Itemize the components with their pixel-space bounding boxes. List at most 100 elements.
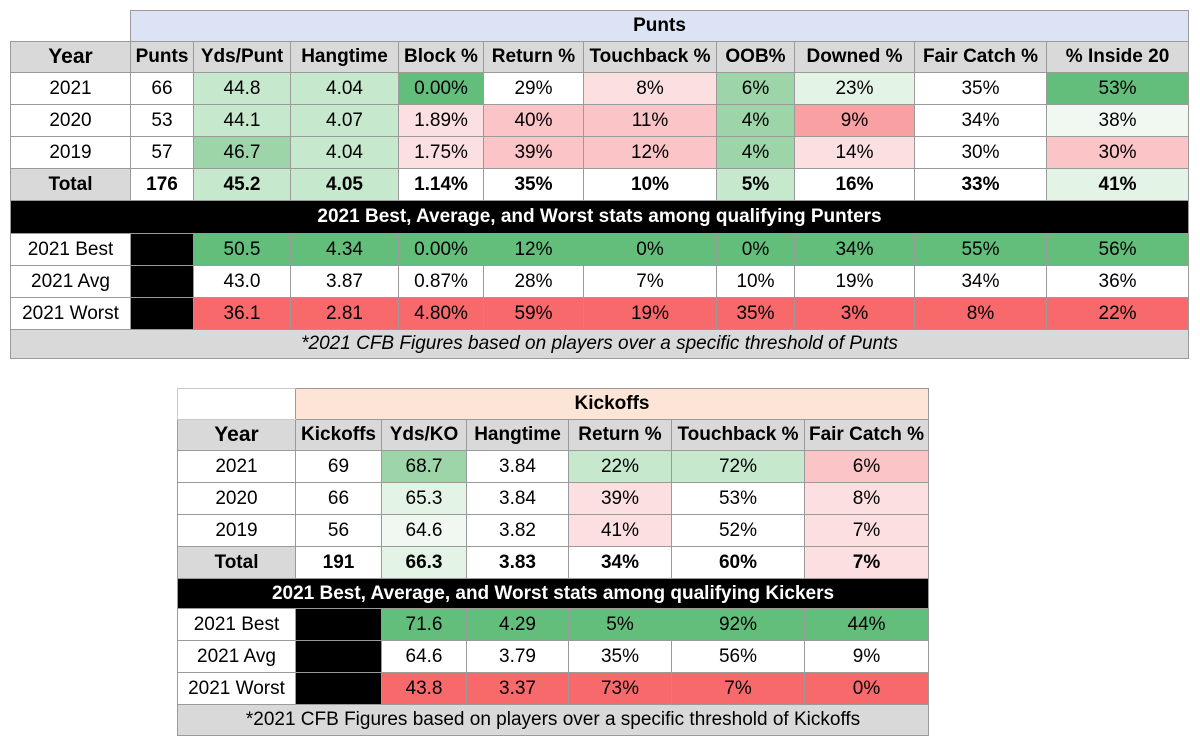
yds-cell: 68.7	[381, 450, 467, 483]
total-row: Total 176 45.2 4.05 1.14% 35% 10% 5% 16%…	[10, 168, 1190, 201]
touchback-cell: 10%	[583, 168, 717, 201]
kickoffs-corner-blank	[177, 388, 296, 420]
hangtime-cell: 4.29	[466, 608, 569, 641]
return-cell: 39%	[568, 482, 672, 515]
year-cell: 2019	[10, 136, 131, 169]
header-fair-catch-pct: Fair Catch %	[914, 41, 1047, 73]
blank-cell	[295, 640, 382, 673]
yds-cell: 66.3	[381, 546, 467, 579]
fair-catch-cell: 7%	[803, 514, 930, 547]
fair-catch-cell: 30%	[914, 136, 1047, 169]
header-oob-pct: OOB%	[716, 41, 795, 73]
inside-20-cell: 36%	[1045, 265, 1190, 298]
header-return-pct: Return %	[483, 41, 584, 73]
return-cell: 12%	[483, 233, 584, 266]
downed-cell: 9%	[794, 104, 915, 137]
block-cell: 0.00%	[398, 72, 484, 105]
table-row: 2021 69 68.7 3.84 22% 72% 6%	[177, 450, 930, 483]
header-yds-per-punt: Yds/Punt	[193, 41, 291, 73]
oob-cell: 35%	[716, 297, 795, 330]
yds-cell: 50.5	[193, 233, 291, 266]
return-cell: 73%	[568, 672, 672, 705]
oob-cell: 5%	[716, 168, 795, 201]
fair-catch-cell: 8%	[803, 482, 930, 515]
year-cell: 2019	[177, 514, 296, 547]
yds-cell: 44.1	[193, 104, 291, 137]
touchback-cell: 92%	[671, 608, 805, 641]
oob-cell: 4%	[716, 136, 795, 169]
return-cell: 34%	[568, 546, 672, 579]
yds-cell: 65.3	[381, 482, 467, 515]
year-cell: 2020	[10, 104, 131, 137]
table-row: 2019 56 64.6 3.82 41% 52% 7%	[177, 514, 930, 547]
return-cell: 35%	[568, 640, 672, 673]
stats-label: 2021 Worst	[177, 672, 296, 705]
hangtime-cell: 4.04	[290, 136, 399, 169]
touchback-cell: 56%	[671, 640, 805, 673]
header-return-pct: Return %	[568, 419, 672, 451]
stats-label: 2021 Best	[177, 608, 296, 641]
header-downed-pct: Downed %	[794, 41, 915, 73]
table-row: 2019 57 46.7 4.04 1.75% 39% 12% 4% 14% 3…	[10, 136, 1190, 169]
stats-label: 2021 Worst	[10, 297, 131, 330]
oob-cell: 4%	[716, 104, 795, 137]
hangtime-cell: 3.84	[466, 450, 569, 483]
return-cell: 29%	[483, 72, 584, 105]
stats-label: 2021 Avg	[177, 640, 296, 673]
return-cell: 41%	[568, 514, 672, 547]
punts-cell: 57	[130, 136, 194, 169]
inside-20-cell: 53%	[1045, 72, 1190, 105]
table-row: 2020 53 44.1 4.07 1.89% 40% 11% 4% 9% 34…	[10, 104, 1190, 137]
header-inside-20-pct: % Inside 20	[1045, 41, 1190, 73]
downed-cell: 16%	[794, 168, 915, 201]
yds-cell: 44.8	[193, 72, 291, 105]
touchback-cell: 52%	[671, 514, 805, 547]
block-cell: 0.87%	[398, 265, 484, 298]
hangtime-cell: 3.82	[466, 514, 569, 547]
punts-header-row: Year Punts Yds/Punt Hangtime Block % Ret…	[10, 41, 1190, 73]
oob-cell: 6%	[716, 72, 795, 105]
return-cell: 39%	[483, 136, 584, 169]
hangtime-cell: 4.07	[290, 104, 399, 137]
fair-catch-cell: 44%	[803, 608, 930, 641]
oob-cell: 10%	[716, 265, 795, 298]
kickoffs-title: Kickoffs	[294, 388, 930, 420]
header-block-pct: Block %	[398, 41, 484, 73]
touchback-cell: 7%	[671, 672, 805, 705]
header-fair-catch-pct: Fair Catch %	[803, 419, 930, 451]
hangtime-cell: 3.84	[466, 482, 569, 515]
fair-catch-cell: 33%	[914, 168, 1047, 201]
year-cell: 2021	[10, 72, 131, 105]
header-hangtime: Hangtime	[466, 419, 569, 451]
fair-catch-cell: 35%	[914, 72, 1047, 105]
yds-cell: 64.6	[381, 514, 467, 547]
header-touchback-pct: Touchback %	[583, 41, 717, 73]
stats-label: 2021 Avg	[10, 265, 131, 298]
stats-row-worst: 2021 Worst 43.8 3.37 73% 7% 0%	[177, 672, 930, 705]
punts-cell: 53	[130, 104, 194, 137]
header-touchback-pct: Touchback %	[671, 419, 805, 451]
return-cell: 22%	[568, 450, 672, 483]
stats-row-best: 2021 Best 71.6 4.29 5% 92% 44%	[177, 608, 930, 641]
header-kickoffs: Kickoffs	[295, 419, 382, 451]
inside-20-cell: 38%	[1045, 104, 1190, 137]
year-cell: Total	[177, 546, 296, 579]
table-row: 2020 66 65.3 3.84 39% 53% 8%	[177, 482, 930, 515]
touchback-cell: 8%	[583, 72, 717, 105]
punts-cell: 176	[130, 168, 194, 201]
stats-row-avg: 2021 Avg 43.0 3.87 0.87% 28% 7% 10% 19% …	[10, 265, 1190, 298]
kickoffs-footnote: *2021 CFB Figures based on players over …	[176, 704, 930, 736]
stats-label: 2021 Best	[10, 233, 131, 266]
return-cell: 28%	[483, 265, 584, 298]
blank-cell	[130, 265, 194, 298]
punts-table: Punts Year Punts Yds/Punt Hangtime Block…	[9, 10, 1190, 359]
punts-comparison-banner: 2021 Best, Average, and Worst stats amon…	[9, 200, 1190, 234]
block-cell: 1.14%	[398, 168, 484, 201]
hangtime-cell: 3.87	[290, 265, 399, 298]
kickoffs-cell: 56	[295, 514, 382, 547]
fair-catch-cell: 6%	[803, 450, 930, 483]
punts-footnote: *2021 CFB Figures based on players over …	[9, 329, 1190, 359]
kickoffs-cell: 191	[295, 546, 382, 579]
hangtime-cell: 4.04	[290, 72, 399, 105]
return-cell: 5%	[568, 608, 672, 641]
